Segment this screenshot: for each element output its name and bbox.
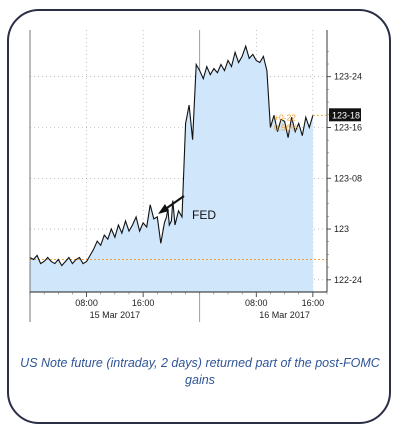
axes [29, 30, 328, 322]
last-price-label: 123-18 [332, 110, 360, 120]
fed-arrow-head [158, 204, 169, 214]
x-tick-label: 16:00 [132, 298, 155, 308]
fed-annotation: FED [158, 195, 216, 222]
y-tick-label: 122-24 [334, 275, 362, 285]
x-tick-label: 08:00 [75, 298, 98, 308]
last-price-box [329, 108, 361, 122]
last-price-marker: 123-18 +0-220.56% [274, 108, 361, 132]
x-tick-label: 16:00 [302, 298, 325, 308]
date-label: 16 Mar 2017 [259, 310, 310, 320]
change-label: +0-22 [274, 112, 296, 122]
x-ticks: 08:00 16:00 08:00 16:00 [29, 292, 328, 308]
y-ticks: 122-24 123 123-08 123-16 123-24 [327, 51, 362, 285]
caption: US Note future (intraday, 2 days) return… [20, 356, 380, 387]
y-tick-label: 123-24 [334, 72, 362, 82]
date-labels: 15 Mar 2017 16 Mar 2017 [90, 310, 310, 320]
fed-label: FED [192, 208, 216, 222]
y-tick-label: 123 [334, 224, 349, 234]
change-pct-label: 0.56% [274, 122, 299, 132]
fed-arrow-shaft [163, 195, 185, 211]
y-tick-label: 123-08 [334, 173, 362, 183]
y-tick-label: 123-16 [334, 122, 362, 132]
x-tick-label: 08:00 [245, 298, 268, 308]
price-area [30, 46, 313, 293]
date-label: 15 Mar 2017 [90, 310, 141, 320]
price-line [29, 44, 314, 267]
